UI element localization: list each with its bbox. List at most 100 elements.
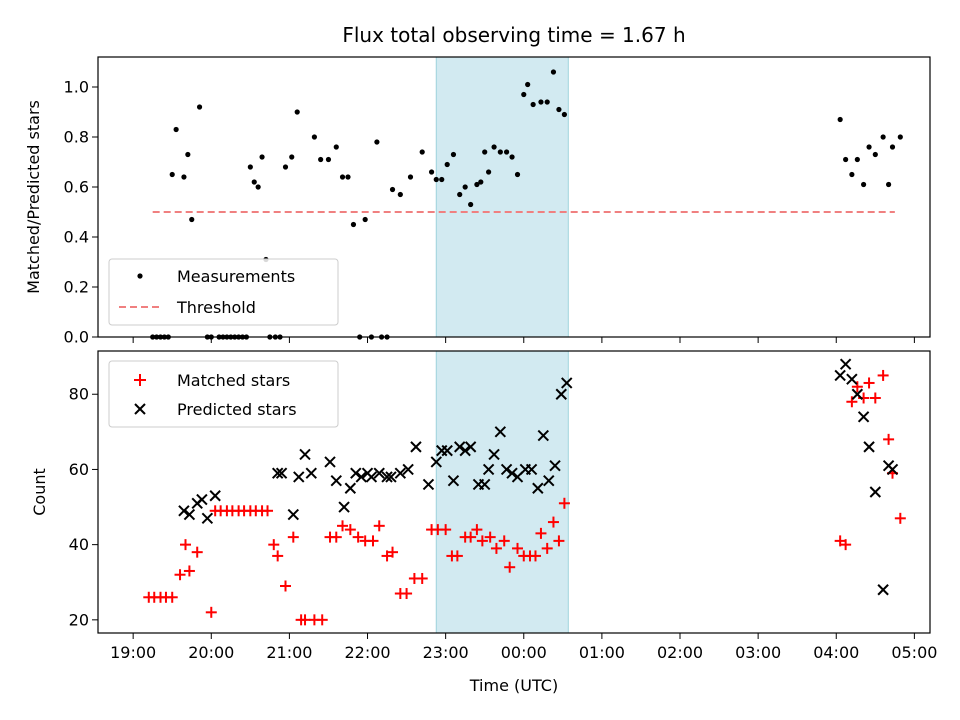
- predicted-star-point: [183, 508, 196, 521]
- bottom-y-tick-label: 60: [69, 460, 89, 479]
- predicted-star-point: [877, 584, 889, 596]
- matched-star-point: [471, 524, 483, 536]
- top-y-tick-label: 0.0: [64, 328, 89, 347]
- matched-star-point: [344, 524, 356, 536]
- top-highlight-span: [435, 56, 569, 338]
- measurement-point: [428, 169, 435, 175]
- legend-measurements-label: Measurements: [177, 267, 295, 286]
- predicted-star-point: [886, 463, 899, 476]
- measurement-point: [450, 151, 457, 158]
- x-tick-label: 05:00: [891, 643, 937, 662]
- x-axis-label: Time (UTC): [469, 676, 558, 695]
- predicted-star-point: [178, 505, 190, 517]
- predicted-star-point: [464, 441, 477, 453]
- bottom-highlight-span: [435, 350, 569, 634]
- measurement-point: [374, 139, 380, 145]
- predicted-star-point: [441, 444, 453, 457]
- measurement-point: [843, 156, 849, 163]
- top-y-axis-label: Matched/Predicted stars: [24, 100, 43, 294]
- matched-star-point: [373, 520, 385, 532]
- matched-star-point: [387, 546, 399, 558]
- predicted-star-point: [338, 501, 350, 513]
- matched-star-point: [535, 527, 547, 539]
- measurement-point: [556, 106, 562, 113]
- predicted-star-point: [525, 463, 538, 476]
- measurement-point: [318, 156, 324, 163]
- legend-measurements-marker: [137, 273, 143, 279]
- predicted-star-point: [488, 448, 500, 461]
- top-y-tick-label: 0.8: [64, 128, 89, 147]
- matched-star-point: [504, 561, 516, 573]
- measurement-point: [530, 101, 536, 108]
- measurement-point: [497, 149, 503, 155]
- bottom-legend-box: [108, 360, 339, 428]
- predicted-star-point: [299, 448, 311, 461]
- predicted-star-point: [851, 388, 864, 400]
- predicted-star-point: [549, 459, 561, 472]
- measurement-point: [491, 144, 497, 150]
- matched-star-point: [352, 531, 364, 543]
- x-tick-label: 04:00: [813, 643, 859, 662]
- measurement-point: [538, 99, 544, 105]
- matched-star-point: [272, 550, 284, 562]
- top-legend-box: [108, 258, 339, 326]
- bottom-x-ticks: 19:00 20:00 21:00 22:00 23:00 00:00 01:00 02:00…: [110, 633, 937, 662]
- matched-star-point: [529, 550, 541, 562]
- top-y-ticks: 0.0 0.2 0.4 0.6 0.8 1.0: [64, 78, 98, 347]
- predicted-star-point: [394, 467, 407, 479]
- bottom-y-axis-label: Count: [30, 468, 49, 516]
- measurement-point: [196, 104, 203, 110]
- x-tick-label: 20:00: [188, 643, 234, 662]
- measurement-point: [468, 201, 474, 208]
- measurement-point: [362, 216, 368, 223]
- measurement-point: [514, 171, 521, 178]
- matched-star-point: [840, 539, 852, 551]
- top-axes-frame: [97, 56, 931, 338]
- measurement-point: [259, 154, 265, 160]
- predicted-star-point: [381, 471, 393, 483]
- measurement-point: [872, 151, 878, 158]
- legend-threshold-label: Threshold: [176, 298, 256, 317]
- top-y-tick-label: 0.6: [64, 178, 89, 197]
- matched-star-point: [451, 550, 463, 562]
- predicted-star-point: [287, 508, 300, 521]
- x-tick-label: 19:00: [110, 643, 156, 662]
- legend-matched-marker: [134, 374, 146, 386]
- measurement-point: [509, 154, 515, 160]
- predicted-star-point: [447, 475, 460, 487]
- measurement-point: [189, 216, 195, 223]
- matched-star-point: [279, 580, 291, 592]
- predicted-star-point: [305, 467, 317, 479]
- top-x-ticks: [132, 337, 915, 343]
- matched-star-point: [883, 433, 895, 445]
- chart-title: Flux total observing time = 1.67 h: [342, 23, 685, 47]
- legend-matched-label: Matched stars: [177, 371, 290, 390]
- bottom-y-tick-label: 20: [69, 610, 89, 629]
- measurement-point: [339, 174, 346, 180]
- matched-star-point: [512, 542, 524, 554]
- top-y-tick-label: 1.0: [64, 78, 89, 97]
- matched-star-point: [401, 588, 413, 600]
- legend-predicted-marker: [134, 403, 146, 415]
- measurement-point: [486, 169, 492, 175]
- predicted-star-point: [355, 471, 367, 483]
- matched-star-point: [330, 531, 342, 543]
- predicted-star-point: [275, 467, 288, 479]
- bottom-y-ticks: 20 40 60 80: [69, 385, 98, 629]
- bottom-y-tick-label: 80: [69, 385, 89, 404]
- matched-star-point: [191, 546, 203, 558]
- measurement-point: [282, 164, 289, 170]
- matched-star-point: [268, 539, 280, 551]
- predicted-star-point: [839, 358, 852, 370]
- measurement-point: [173, 126, 179, 133]
- x-tick-label: 02:00: [657, 643, 703, 662]
- measurement-point: [503, 149, 510, 155]
- measurement-point: [247, 164, 253, 170]
- measurement-point: [345, 174, 351, 180]
- measurement-point: [433, 176, 439, 183]
- matched-star-point: [863, 377, 875, 389]
- matched-star-point: [367, 535, 379, 547]
- measurement-point: [854, 156, 860, 163]
- matched-star-point: [851, 381, 863, 393]
